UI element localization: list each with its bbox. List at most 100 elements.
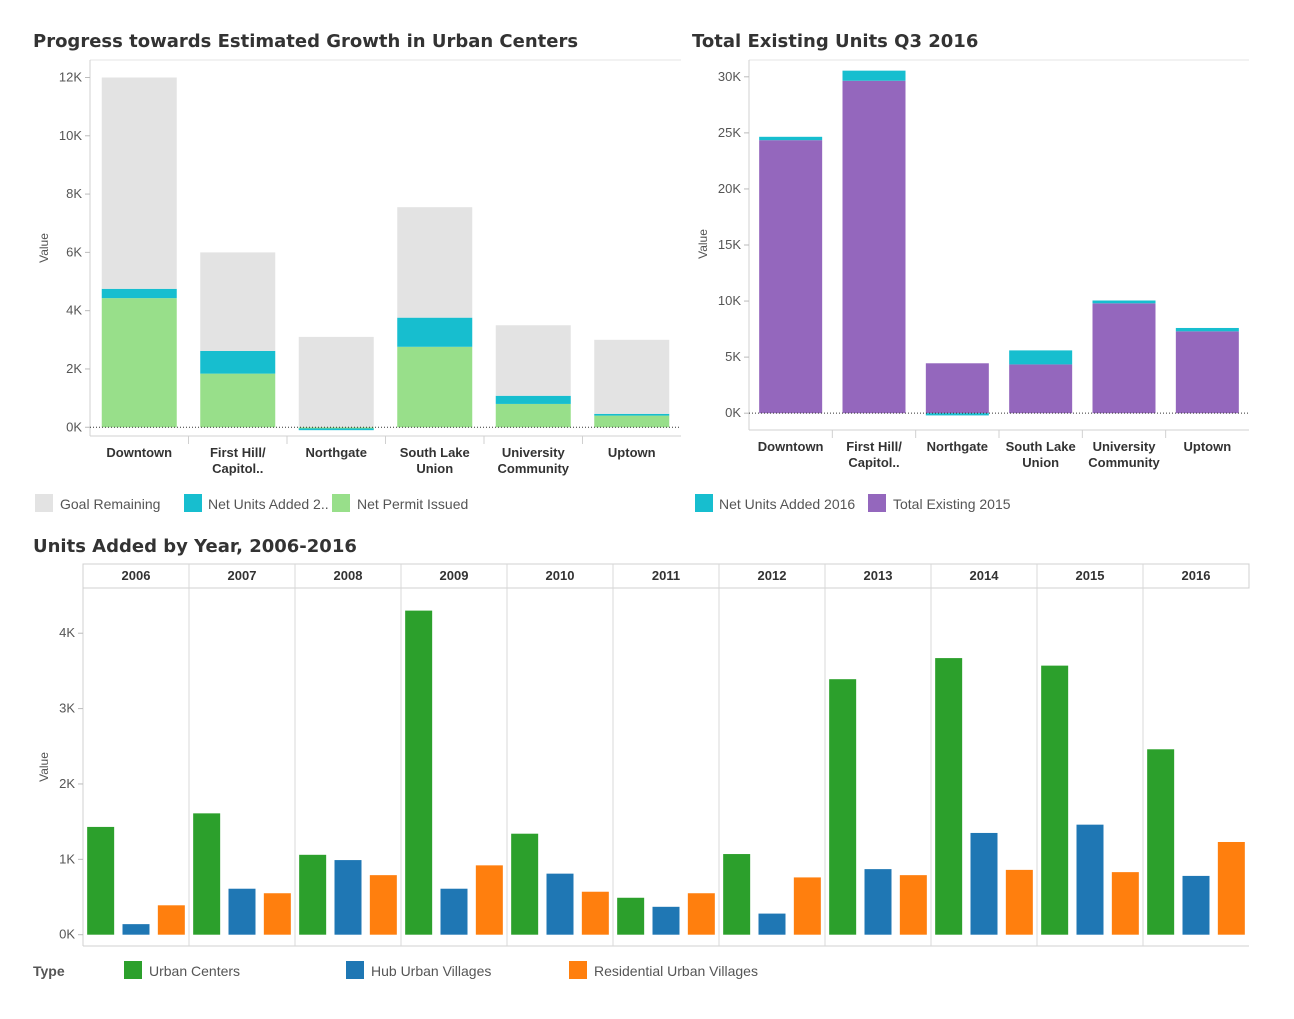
bar-2015-urban-centers	[1041, 665, 1069, 935]
bar-university-community-net-units-added-2016	[1092, 300, 1156, 304]
bar-2012-residential-urban-villages	[793, 877, 821, 935]
bar-first-hill-capitol-net-units-added-2	[200, 350, 276, 374]
bar-2015-residential-urban-villages	[1111, 872, 1139, 935]
bar-2007-hub-urban-villages	[228, 888, 256, 935]
legend-swatch-goal-remaining[interactable]	[35, 494, 53, 512]
x-category-label: Capitol..	[212, 461, 263, 476]
bar-university-community-total-existing-2015	[1092, 303, 1156, 414]
x-category-label: First Hill/	[846, 439, 902, 454]
bar-2006-hub-urban-villages	[122, 924, 150, 935]
bar-2010-hub-urban-villages	[546, 873, 574, 935]
bar-2014-residential-urban-villages	[1005, 869, 1033, 935]
y-axis-label-byyear: Value	[37, 752, 51, 782]
bar-2016-residential-urban-villages	[1217, 841, 1245, 935]
bar-2013-residential-urban-villages	[899, 875, 927, 935]
y-tick-label: 15K	[718, 237, 741, 252]
legend-swatch-net-units-added[interactable]	[184, 494, 202, 512]
legend-label-goal-remaining: Goal Remaining	[60, 496, 160, 512]
bar-2015-hub-urban-villages	[1076, 824, 1104, 935]
bar-first-hill-capitol-total-existing-2015	[842, 80, 906, 414]
year-header-label: 2016	[1182, 568, 1211, 583]
x-category-label: Downtown	[106, 445, 172, 460]
legend-label-residential-urban-villages: Residential Urban Villages	[594, 963, 758, 979]
legend-swatch-net-units-added-2016[interactable]	[695, 494, 713, 512]
bar-south-lake-union-total-existing-2015	[1009, 364, 1073, 414]
y-tick-label: 10K	[718, 293, 741, 308]
bar-2006-residential-urban-villages	[157, 905, 185, 935]
legend-swatch-urban-centers[interactable]	[124, 961, 142, 979]
bar-first-hill-capitol-net-permit-issued	[200, 373, 276, 428]
year-header-label: 2013	[864, 568, 893, 583]
year-header-label: 2008	[334, 568, 363, 583]
legend-label-total-existing-2015: Total Existing 2015	[893, 496, 1011, 512]
bar-2013-hub-urban-villages	[864, 869, 892, 935]
bar-northgate-total-existing-2015	[925, 363, 989, 414]
bar-university-community-goal-remaining	[495, 325, 571, 396]
x-category-label: Uptown	[608, 445, 656, 460]
bar-uptown-net-permit-issued	[594, 415, 670, 428]
y-tick-label: 10K	[59, 128, 82, 143]
bar-northgate-net-units-added-2016	[925, 413, 989, 416]
x-category-label: Community	[1088, 455, 1160, 470]
bar-south-lake-union-goal-remaining	[397, 207, 473, 318]
y-tick-label: 4K	[59, 625, 75, 640]
chart-title-byyear: Units Added by Year, 2006-2016	[33, 536, 357, 557]
y-tick-label: 2K	[66, 361, 82, 376]
x-category-label: Downtown	[758, 439, 824, 454]
bar-downtown-goal-remaining	[101, 77, 177, 289]
bar-2006-urban-centers	[87, 826, 115, 935]
legend-swatch-hub-urban-villages[interactable]	[346, 961, 364, 979]
bar-south-lake-union-net-permit-issued	[397, 346, 473, 428]
bar-2011-residential-urban-villages	[687, 893, 715, 935]
x-category-label: Capitol..	[848, 455, 899, 470]
y-tick-label: 0K	[725, 405, 741, 420]
y-tick-label: 4K	[66, 303, 82, 318]
legend-label-urban-centers: Urban Centers	[149, 963, 240, 979]
bar-downtown-total-existing-2015	[759, 140, 823, 414]
chart-byyear: 0K 1K 2K 3K 4K 2006 2007 2008 2009 2010 2011 2012 20…	[59, 563, 1250, 947]
y-axis-label-existing: Value	[696, 229, 710, 259]
x-category-label: Uptown	[1184, 439, 1232, 454]
bar-downtown-net-permit-issued	[101, 298, 177, 428]
bar-first-hill-capitol-goal-remaining	[200, 252, 276, 351]
y-tick-label: 0K	[59, 927, 75, 942]
y-tick-label: 5K	[725, 349, 741, 364]
chart-title-existing: Total Existing Units Q3 2016	[692, 31, 978, 52]
bar-2009-urban-centers	[405, 610, 433, 935]
bar-first-hill-capitol-net-units-added-2016	[842, 70, 906, 81]
bar-south-lake-union-net-units-added-2	[397, 317, 473, 347]
bar-uptown-net-units-added-2	[594, 413, 670, 416]
year-header-label: 2014	[970, 568, 1000, 583]
chart-title-progress: Progress towards Estimated Growth in Urb…	[33, 31, 578, 52]
year-header-label: 2015	[1076, 568, 1105, 583]
bar-uptown-total-existing-2015	[1175, 331, 1239, 414]
y-tick-label: 30K	[718, 69, 741, 84]
bar-2009-hub-urban-villages	[440, 888, 468, 935]
bar-2013-urban-centers	[829, 679, 857, 935]
y-tick-label: 3K	[59, 701, 75, 716]
year-header-label: 2006	[122, 568, 151, 583]
legend-label-net-units-added-2016: Net Units Added 2016	[719, 496, 855, 512]
legend-swatch-residential-urban-villages[interactable]	[569, 961, 587, 979]
bar-south-lake-union-net-units-added-2016	[1009, 350, 1073, 365]
legend-progress: Goal Remaining Net Units Added 2.. Net P…	[35, 494, 468, 512]
legend-title-type: Type	[33, 963, 65, 979]
bar-university-community-net-permit-issued	[495, 403, 571, 428]
bar-northgate-net-permit-issued	[298, 427, 374, 429]
x-category-label: University	[1093, 439, 1157, 454]
bar-2012-hub-urban-villages	[758, 913, 786, 935]
legend-byyear: Type Urban Centers Hub Urban Villages Re…	[33, 961, 758, 979]
bar-2007-urban-centers	[193, 813, 221, 935]
x-category-label: Union	[416, 461, 453, 476]
bar-uptown-goal-remaining	[594, 339, 670, 414]
x-category-label: Northgate	[306, 445, 367, 460]
x-category-label: First Hill/	[210, 445, 266, 460]
y-tick-label: 25K	[718, 125, 741, 140]
bar-2008-residential-urban-villages	[369, 875, 397, 935]
legend-swatch-net-permit-issued[interactable]	[332, 494, 350, 512]
bar-northgate-goal-remaining	[298, 336, 374, 428]
x-category-label: Northgate	[927, 439, 988, 454]
legend-swatch-total-existing-2015[interactable]	[868, 494, 886, 512]
year-header-label: 2009	[440, 568, 469, 583]
